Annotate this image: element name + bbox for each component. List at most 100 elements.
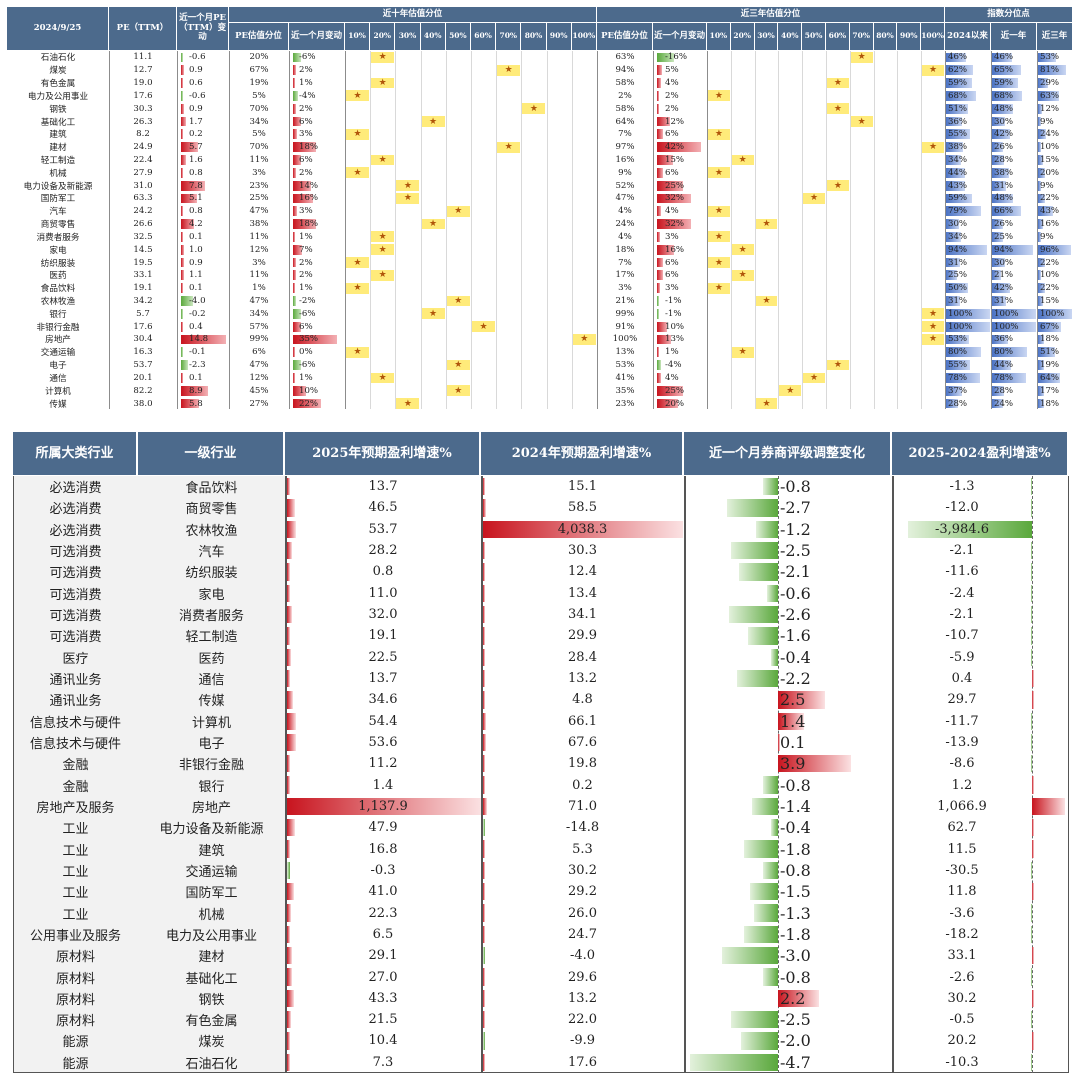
pe-change-bar bbox=[181, 65, 184, 76]
pe-ttm-value: 19.1 bbox=[133, 283, 153, 294]
eps-2025-value: 13.7 bbox=[368, 479, 398, 495]
pe-percentile-3y: 52% bbox=[615, 180, 635, 191]
index-percentile-value: 22% bbox=[1040, 257, 1060, 268]
rating-change-bar bbox=[736, 669, 778, 688]
pe-percentile-10y: 11% bbox=[249, 270, 269, 281]
pe-change-value: 0.4 bbox=[189, 321, 203, 332]
pe-change-value: -0.6 bbox=[189, 52, 206, 63]
pe-ttm-value: 12.7 bbox=[133, 65, 153, 76]
eps-2025-bar bbox=[287, 691, 293, 709]
pe-percentile-10y: 99% bbox=[249, 334, 269, 345]
rating-change-bar bbox=[727, 499, 778, 517]
index-percentile-bar bbox=[1038, 373, 1060, 383]
index-percentile-bar bbox=[946, 116, 962, 127]
rating-change-value: -2.6 bbox=[780, 605, 811, 625]
change-10y-bar bbox=[293, 155, 301, 165]
index-percentile-value: 46% bbox=[994, 52, 1014, 63]
eps-diff-bar bbox=[1032, 669, 1034, 688]
change-10y-value: 0% bbox=[299, 347, 313, 358]
percentile-3y-star: ★ bbox=[708, 231, 730, 243]
eps-2025-value: 34.6 bbox=[368, 692, 398, 708]
scale-header-scale3-1: 20% bbox=[730, 23, 755, 51]
pe-change-bar bbox=[181, 360, 189, 370]
sector-label: 公用事业及服务 bbox=[29, 928, 121, 944]
change-10y-bar bbox=[293, 347, 295, 358]
change-10y-value: 22% bbox=[299, 398, 319, 409]
eps-2025-value: 16.8 bbox=[368, 841, 398, 857]
rating-change-bar bbox=[763, 776, 778, 794]
eps-diff-value: -10.3 bbox=[945, 1054, 979, 1070]
index-percentile-bar bbox=[1038, 78, 1048, 88]
rating-change-value: -1.8 bbox=[780, 924, 811, 944]
pe-change-value: 0.9 bbox=[189, 103, 203, 114]
index-percentile-value: 48% bbox=[994, 193, 1014, 204]
pe-ttm-value: 82.2 bbox=[133, 385, 153, 396]
change-10y-bar bbox=[293, 65, 296, 76]
index-percentile-bar bbox=[1038, 244, 1071, 255]
rating-change-bar bbox=[690, 1053, 778, 1071]
eps-diff-value: -18.2 bbox=[945, 926, 979, 942]
change-3y-bar bbox=[657, 90, 660, 101]
change-3y-value: -1% bbox=[665, 295, 682, 306]
scale-header-scale3-3: 40% bbox=[778, 23, 803, 51]
industry-label: 消费者服务 bbox=[36, 232, 80, 243]
pe-change-bar bbox=[181, 321, 183, 332]
change-3y-value: 2% bbox=[665, 90, 679, 101]
index-1y-header: 近一年 bbox=[991, 23, 1037, 51]
scale-divider bbox=[445, 51, 447, 409]
index-percentile-value: 21% bbox=[994, 270, 1014, 281]
eps-2025-bar bbox=[287, 904, 291, 922]
percentile-10y-star: ★ bbox=[446, 205, 470, 217]
rating-change-value: -0.8 bbox=[780, 477, 811, 497]
index-percentile-value: 64% bbox=[1040, 372, 1060, 383]
industry-label: 消费者服务 bbox=[178, 609, 244, 625]
change-10y-bar bbox=[293, 257, 296, 268]
change-10y-header: 近一个月变动 bbox=[289, 23, 345, 51]
change-10y-bar bbox=[293, 373, 295, 383]
index-percentile-bar bbox=[1038, 90, 1060, 101]
industry-label: 非银行金融 bbox=[36, 322, 80, 333]
pe-percentile-10y: 57% bbox=[249, 321, 269, 332]
percentile-10y-star: ★ bbox=[371, 372, 395, 384]
sector-label: 必选消费 bbox=[49, 502, 102, 518]
rating-change-value: -1.5 bbox=[780, 882, 811, 902]
pe-percentile-10y: 6% bbox=[252, 347, 266, 358]
pe-change-value: 5.7 bbox=[189, 142, 203, 153]
eps-diff-value: -3,984.6 bbox=[934, 521, 989, 537]
scale-divider bbox=[521, 51, 523, 409]
eps-2025-value: 13.7 bbox=[368, 671, 398, 687]
eps-2025-bar bbox=[287, 883, 294, 901]
eps-diff-bar bbox=[1032, 691, 1034, 709]
pe-ttm-value: 63.3 bbox=[133, 193, 153, 204]
eps-2024-value: 29.9 bbox=[568, 628, 597, 644]
column-divider bbox=[289, 51, 290, 409]
industry-label: 食品饮料 bbox=[185, 481, 238, 497]
change-3y-bar bbox=[657, 103, 660, 114]
eps-2025-value: 29.1 bbox=[368, 948, 398, 964]
change-10y-value: 3% bbox=[299, 129, 313, 140]
eps-2024-value: 13.4 bbox=[568, 585, 597, 601]
index-percentile-value: 28% bbox=[994, 154, 1014, 165]
sector-label: 可选消费 bbox=[49, 609, 102, 625]
eps-2025-bar bbox=[287, 1032, 290, 1050]
eps-2025-value: 22.3 bbox=[368, 905, 398, 921]
change-3y-bar bbox=[657, 385, 684, 396]
pe-change-bar bbox=[181, 385, 209, 396]
sector-label: 金融 bbox=[62, 779, 89, 795]
rating-change-value: -1.4 bbox=[780, 796, 811, 816]
index-percentile-bar bbox=[992, 78, 1018, 88]
index-percentile-value: 81% bbox=[1040, 65, 1060, 76]
index-percentile-value: 22% bbox=[1040, 193, 1060, 204]
index-percentile-bar bbox=[992, 65, 1021, 76]
change-10y-bar bbox=[293, 244, 302, 255]
eps-2025-value: 53.6 bbox=[368, 734, 398, 750]
scale-divider bbox=[778, 51, 780, 409]
eps-diff-bar bbox=[908, 520, 1032, 538]
eps-2024-value: 4,038.3 bbox=[557, 521, 608, 537]
pe-percentile-10y-header: PE估值分位 bbox=[229, 23, 289, 51]
pe-percentile-3y: 53% bbox=[615, 360, 635, 371]
scale-header-scale3-6: 70% bbox=[849, 23, 874, 51]
pe-percentile-3y: 47% bbox=[615, 193, 635, 204]
pe-percentile-10y: 25% bbox=[249, 193, 269, 204]
eps-diff-value: 0.4 bbox=[951, 671, 973, 687]
